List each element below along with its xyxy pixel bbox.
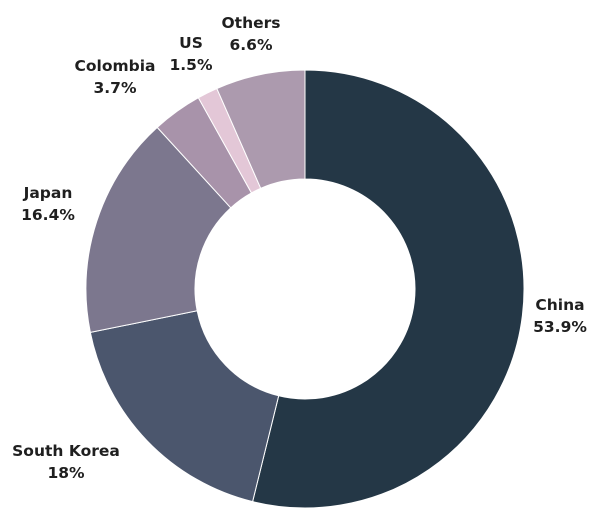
slice-label-south-korea: South Korea: [12, 442, 120, 460]
slice-label-japan: Japan: [23, 184, 73, 202]
slice-south-korea: [89, 310, 280, 503]
slice-value-colombia: 3.7%: [94, 79, 137, 97]
slice-value-us: 1.5%: [170, 56, 213, 74]
slice-label-china: China: [535, 296, 584, 314]
chart-labels: China 53.9% South Korea 18% Japan 16.4% Colomb…: [12, 14, 587, 482]
slice-value-japan: 16.4%: [21, 206, 75, 224]
slice-label-us: US: [179, 34, 203, 52]
slice-value-others: 6.6%: [230, 36, 273, 54]
chart-slices: [85, 69, 525, 509]
slice-china: [251, 69, 525, 509]
slice-value-south-korea: 18%: [47, 464, 85, 482]
slice-value-china: 53.9%: [533, 318, 587, 336]
slice-others: [216, 69, 306, 189]
slice-label-others: Others: [221, 14, 280, 32]
slice-label-colombia: Colombia: [74, 57, 155, 75]
slice-japan: [85, 126, 232, 333]
